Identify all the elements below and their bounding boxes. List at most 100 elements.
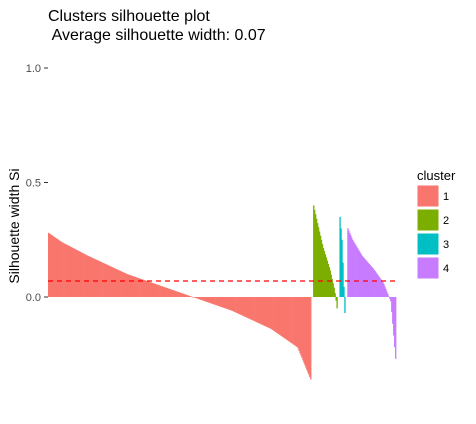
silhouette-bar [342,262,344,297]
silhouette-bar [360,254,363,297]
silhouette-bar [277,297,280,335]
cluster-4-bars [347,228,397,359]
silhouette-bar [177,291,179,297]
silhouette-bar [113,267,115,297]
silhouette-bar [129,275,132,297]
silhouette-bar [191,296,193,298]
silhouette-bar [130,275,133,297]
silhouette-bar [66,244,68,297]
silhouette-bar [314,209,316,297]
silhouette-bar [97,260,100,297]
silhouette-bar [87,256,90,297]
silhouette-bar [352,239,354,297]
silhouette-bar [183,293,185,297]
silhouette-bar [343,287,345,297]
silhouette-bar [226,297,228,309]
silhouette-bar [91,257,94,297]
silhouette-bar [389,297,391,299]
silhouette-bar [293,297,295,345]
silhouette-bar [303,297,305,363]
silhouette-bar [174,290,176,297]
silhouette-bar [270,297,272,329]
silhouette-bar [131,275,134,297]
legend-swatch-3 [416,232,440,256]
silhouette-bar [249,297,252,320]
silhouette-bar [147,281,149,297]
silhouette-bar [122,271,124,297]
silhouette-bar [112,267,114,297]
silhouette-bar [222,297,224,308]
silhouette-bar [120,271,122,297]
silhouette-bar [138,278,140,297]
silhouette-bar [301,297,303,358]
silhouette-bar [134,276,137,297]
silhouette-bar [296,297,298,348]
silhouette-bar [304,297,306,366]
silhouette-bar [259,297,261,324]
silhouette-bar [187,295,189,297]
silhouette-bar [198,297,200,300]
silhouette-bar [348,230,350,297]
silhouette-bar [310,297,312,380]
cluster-3-bars [339,216,346,314]
silhouette-bar [96,260,99,297]
silhouette-bar [92,258,95,297]
silhouette-bar [204,297,207,302]
silhouette-bar [313,205,315,297]
silhouette-bar [200,297,202,300]
silhouette-bar [391,297,393,313]
silhouette-bar [157,284,159,297]
silhouette-bar [101,262,103,297]
silhouette-bar [202,297,205,301]
silhouette-bar [347,228,349,297]
silhouette-bar [263,297,265,326]
cluster-2-bars [313,205,338,309]
silhouette-bar [192,297,194,298]
legend-label-1: 1 [443,191,449,203]
silhouette-bar [68,245,70,297]
silhouette-bar [393,297,395,336]
silhouette-bar [367,262,370,297]
silhouette-bar [116,269,118,297]
y-tick-label: 0.5 [26,178,41,190]
silhouette-bar [188,295,190,297]
silhouette-bar [99,261,101,297]
y-tick-label: 0.0 [26,292,41,304]
silhouette-bar [124,273,127,297]
silhouette-bar [110,266,112,297]
silhouette-bar [239,297,242,315]
silhouette-bar [240,297,243,316]
silhouette-bar [290,297,292,343]
silhouette-bar [220,297,222,307]
silhouette-bar [203,297,206,302]
silhouette-bar [156,284,158,297]
silhouette-bar [179,292,181,297]
silhouette-bar [294,297,296,346]
silhouette-bar [372,268,374,297]
silhouette-bar [89,256,92,297]
silhouette-bar [384,286,386,297]
silhouette-bar [90,257,93,297]
silhouette-bar [161,286,163,297]
silhouette-bar [125,273,128,297]
silhouette-bar [189,295,191,297]
silhouette-bar [85,254,87,297]
silhouette-bar [206,297,209,303]
silhouette-bar [67,245,69,297]
silhouette-bar [114,268,116,297]
silhouette-bar [219,297,221,307]
silhouette-bar [133,276,136,297]
silhouette-bar [166,288,169,297]
silhouette-bar [182,293,184,297]
legend-label-4: 4 [443,263,449,275]
silhouette-bar [124,272,126,297]
silhouette-bar [64,243,66,297]
silhouette-bar [171,289,174,297]
silhouette-bar [52,236,55,297]
silhouette-bar [355,244,357,297]
silhouette-bar [100,261,102,297]
silhouette-bar [232,297,234,312]
silhouette-bar [268,297,270,328]
silhouette-bar [266,297,268,327]
silhouette-bar [376,273,378,297]
